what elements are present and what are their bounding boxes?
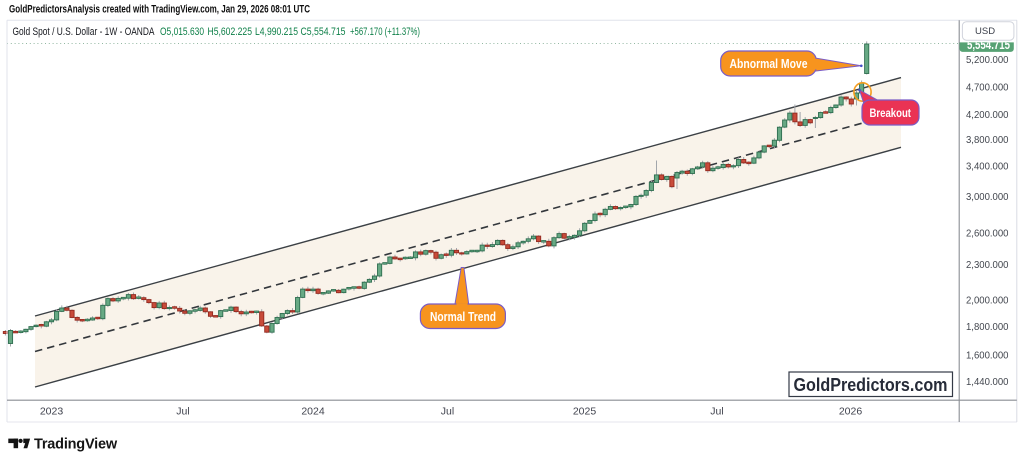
svg-text:1,440.000: 1,440.000 — [966, 376, 1009, 388]
svg-text:TradingView: TradingView — [34, 436, 118, 452]
svg-text:4,700.000: 4,700.000 — [966, 82, 1009, 94]
svg-text:1,800.000: 1,800.000 — [966, 321, 1009, 333]
svg-text:Jul: Jul — [710, 406, 723, 418]
svg-text:+567.170 (+11.37%): +567.170 (+11.37%) — [350, 26, 420, 38]
svg-text:3,800.000: 3,800.000 — [966, 134, 1009, 146]
svg-text:4,200.000: 4,200.000 — [966, 109, 1009, 121]
svg-text:Gold Spot / U.S. Dollar - 1W -: Gold Spot / U.S. Dollar - 1W - OANDA — [13, 26, 156, 38]
svg-text:5,554.715: 5,554.715 — [967, 38, 1010, 52]
svg-text:2025: 2025 — [573, 406, 597, 418]
svg-text:Breakout: Breakout — [870, 108, 912, 120]
svg-text:2,000.000: 2,000.000 — [966, 295, 1009, 307]
svg-text:3,400.000: 3,400.000 — [966, 161, 1009, 173]
svg-text:2023: 2023 — [40, 406, 64, 418]
svg-text:H5,602.225: H5,602.225 — [208, 26, 253, 38]
svg-text:2,300.000: 2,300.000 — [966, 259, 1009, 271]
svg-text:GoldPredictors.com: GoldPredictors.com — [794, 374, 948, 395]
svg-text:2026: 2026 — [839, 406, 863, 418]
svg-text:2024: 2024 — [301, 406, 325, 418]
svg-text:L4,990.215: L4,990.215 — [255, 26, 298, 38]
svg-text:2,600.000: 2,600.000 — [966, 227, 1009, 239]
svg-text:C5,554.715: C5,554.715 — [301, 26, 346, 38]
svg-text:USD: USD — [975, 26, 995, 37]
svg-text:GoldPredictorsAnalysis created: GoldPredictorsAnalysis created with Trad… — [9, 4, 310, 16]
svg-text:5,200.000: 5,200.000 — [966, 54, 1009, 66]
svg-text:Jul: Jul — [176, 406, 189, 418]
svg-text:Abnormal Move: Abnormal Move — [730, 57, 808, 71]
svg-text:O5,015.630: O5,015.630 — [160, 26, 204, 38]
svg-text:Jul: Jul — [441, 406, 454, 418]
svg-text:Normal Trend: Normal Trend — [430, 310, 496, 324]
svg-text:1,600.000: 1,600.000 — [966, 349, 1009, 361]
svg-text:3,000.000: 3,000.000 — [966, 191, 1009, 203]
